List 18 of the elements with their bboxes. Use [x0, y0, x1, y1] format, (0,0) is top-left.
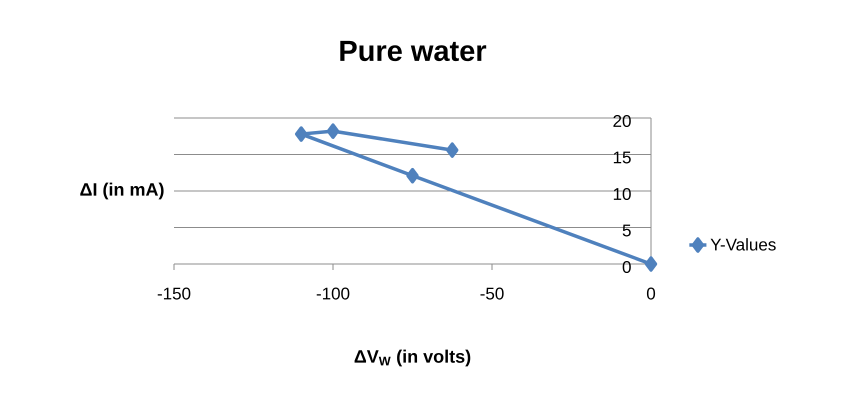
point: [446, 142, 459, 158]
x-tick-label: -50: [480, 288, 504, 300]
point: [644, 256, 658, 272]
point: [406, 168, 419, 184]
point: [326, 123, 340, 139]
x-tick-label: 0: [646, 288, 656, 300]
y-tick-label: 15: [614, 152, 631, 164]
y-tick-label: 5: [622, 224, 631, 236]
y-tick-label: 10: [614, 188, 631, 200]
x-axis-title: ΔV$_{W}$ (in volts): [354, 350, 470, 366]
x-tick-label: -100: [316, 288, 350, 300]
y-tick-label: 20: [613, 114, 631, 128]
y-axis-title: ΔI (in mA): [80, 182, 164, 200]
x-tick-label: -150: [158, 288, 190, 300]
chart-title: Pure water: [340, 40, 486, 62]
legend-label: Y-Values: [710, 238, 776, 251]
point: [294, 126, 308, 142]
y-tick-label: 0: [622, 260, 631, 274]
